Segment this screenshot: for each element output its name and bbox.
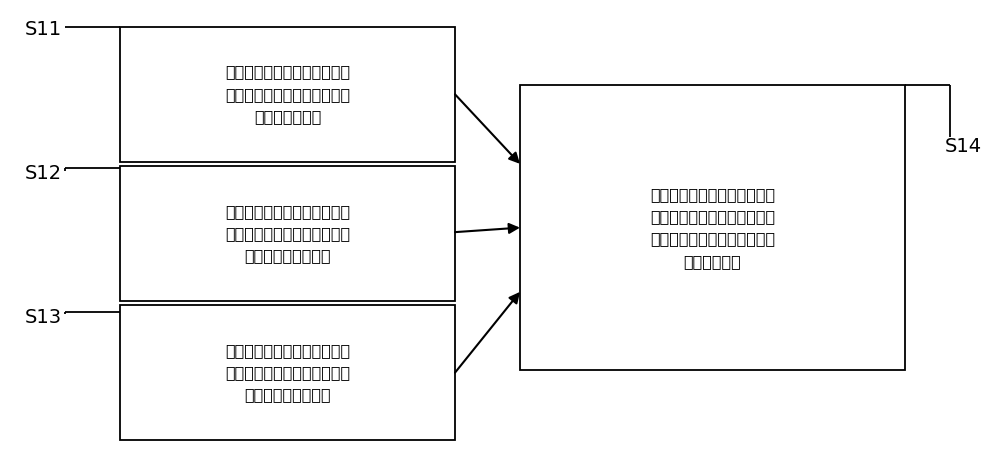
- Bar: [120, 305, 455, 440]
- Text: S14: S14: [945, 137, 982, 156]
- Text: S11: S11: [25, 20, 62, 39]
- Text: S12: S12: [25, 164, 62, 183]
- Bar: [120, 27, 455, 162]
- Text: 根据预先存储的外特性曲线图
，获取当前动力输出类型对应
的外特性扭矩值: 根据预先存储的外特性曲线图 ，获取当前动力输出类型对应 的外特性扭矩值: [225, 65, 350, 124]
- Text: 根据预先存储的油门特性曲线
图，获取当前动力输出类型对
应的油门系数因子值: 根据预先存储的油门特性曲线 图，获取当前动力输出类型对 应的油门系数因子值: [225, 343, 350, 402]
- Text: S13: S13: [25, 308, 62, 326]
- Text: 根据所述外特性扭矩值、所述
能量回收扭矩值和所述油门系
数因子值，确定车辆的当前电
机输出扭矩值: 根据所述外特性扭矩值、所述 能量回收扭矩值和所述油门系 数因子值，确定车辆的当前…: [650, 187, 775, 269]
- Text: 根据预先存储的能量回收曲线
图，获取当前能量回收模式对
应的能量回收扭矩值: 根据预先存储的能量回收曲线 图，获取当前能量回收模式对 应的能量回收扭矩值: [225, 204, 350, 263]
- Bar: [520, 85, 905, 370]
- Bar: [120, 166, 455, 301]
